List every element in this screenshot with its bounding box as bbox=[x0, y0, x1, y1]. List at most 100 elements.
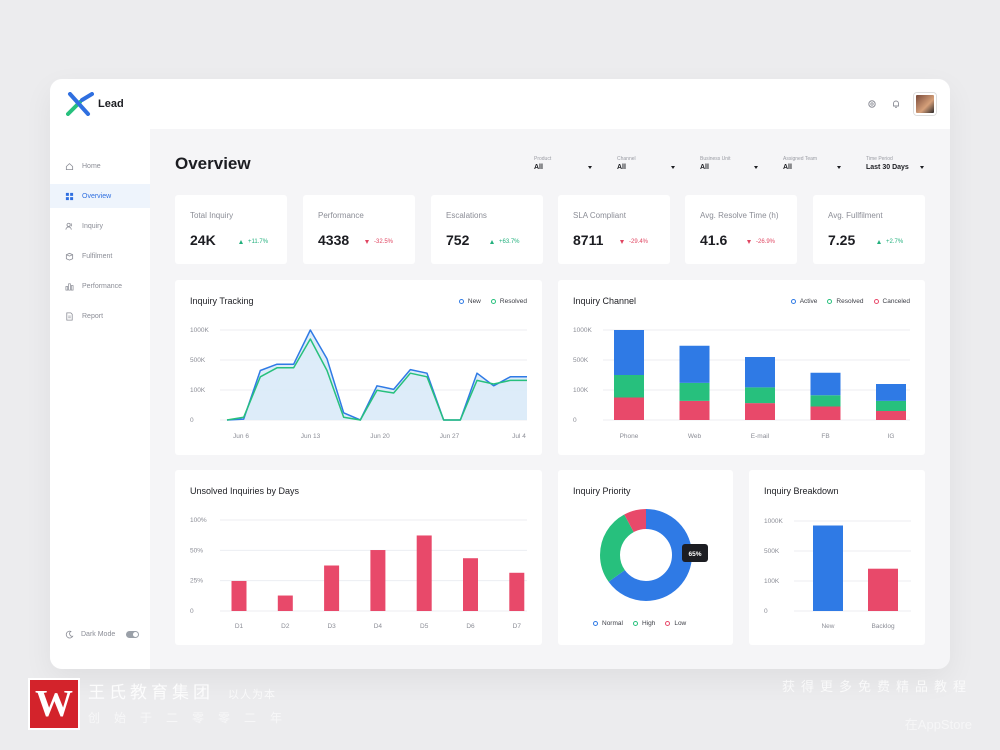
filter-assigned-team[interactable]: Assigned Team All bbox=[783, 156, 841, 171]
y-tick-label: 100K bbox=[190, 387, 206, 394]
callout-badge: 65% bbox=[682, 544, 708, 562]
legend-label: Resolved bbox=[499, 298, 527, 305]
x-tick-label: Jul 4 bbox=[512, 433, 526, 440]
x-tick-label: Backlog bbox=[871, 623, 895, 630]
dark-mode-switch[interactable]: Dark Mode bbox=[65, 630, 140, 639]
kpi-value: 24K bbox=[190, 232, 216, 248]
legend-label: Active bbox=[799, 298, 818, 305]
callout-label: 65% bbox=[688, 551, 701, 558]
bar-d5 bbox=[416, 535, 432, 611]
kpi-label: Avg. Resolve Time (h) bbox=[700, 211, 779, 220]
x-tick-label: D7 bbox=[513, 623, 522, 630]
kpi-delta: -29.4% bbox=[620, 239, 648, 245]
kpi-value: 4338 bbox=[318, 232, 350, 248]
filter-business-unit[interactable]: Business Unit All bbox=[700, 156, 758, 171]
legend-dot-icon bbox=[665, 620, 671, 626]
card-title: Unsolved Inquiries by Days bbox=[190, 486, 300, 496]
kpi-card-total-inquiry[interactable]: Total Inquiry 24K +11.7% bbox=[175, 195, 287, 264]
kpi-label: SLA Compliant bbox=[573, 211, 626, 220]
legend-dot-icon bbox=[873, 298, 879, 304]
app-logo[interactable]: Lead bbox=[66, 92, 124, 116]
bar-e-mail-resolved bbox=[745, 387, 775, 404]
slice-high bbox=[600, 509, 692, 601]
sidebar-item-label: Report bbox=[82, 312, 104, 320]
user-avatar[interactable] bbox=[914, 93, 936, 115]
users-icon bbox=[65, 222, 73, 230]
legend-dot-icon bbox=[827, 298, 833, 304]
y-tick-label: 25% bbox=[190, 578, 203, 585]
y-tick-label: 1000K bbox=[573, 327, 592, 334]
x-tick-label: Jun 6 bbox=[233, 433, 249, 440]
filter-label: Channel bbox=[617, 156, 636, 162]
filter-value: All bbox=[534, 164, 543, 171]
legend-dot-icon bbox=[490, 298, 496, 304]
legend-label: Low bbox=[674, 620, 687, 627]
card-title: Inquiry Tracking bbox=[190, 296, 254, 306]
kpi-card-sla-compliant[interactable]: SLA Compliant 8711 -29.4% bbox=[558, 195, 670, 264]
document-icon bbox=[66, 311, 73, 321]
kpi-card-escalations[interactable]: Escalations 752 +63.7% bbox=[431, 195, 543, 264]
sidebar: Home Overview Inquiry Fulfilment Perform… bbox=[50, 129, 150, 669]
legend-item-new[interactable]: New bbox=[458, 298, 481, 305]
legend-dot-icon bbox=[632, 620, 638, 626]
box-icon bbox=[65, 252, 74, 261]
chevron-down-icon bbox=[837, 166, 841, 169]
kpi-label: Performance bbox=[318, 211, 364, 220]
bar-web-resolved bbox=[679, 382, 710, 401]
chevron-down-icon bbox=[920, 166, 924, 169]
kpi-label: Avg. Fullfilment bbox=[828, 211, 883, 220]
filter-time-period[interactable]: Time Period Last 30 Days bbox=[866, 156, 924, 171]
bar-phone-resolved bbox=[614, 375, 644, 398]
legend-item-canceled[interactable]: Canceled bbox=[873, 298, 910, 305]
bar-e-mail-active bbox=[745, 357, 775, 388]
kpi-label: Escalations bbox=[446, 211, 487, 220]
y-tick-label: 0 bbox=[764, 608, 768, 615]
y-tick-label: 500K bbox=[190, 357, 206, 364]
sidebar-item-report[interactable]: Report bbox=[50, 304, 150, 328]
filter-label: Product bbox=[534, 156, 552, 162]
kpi-card-avg-fullfilment[interactable]: Avg. Fullfilment 7.25 +2.7% bbox=[813, 195, 925, 264]
x-tick-label: E-mail bbox=[751, 433, 770, 440]
y-tick-label: 100K bbox=[573, 387, 589, 394]
sidebar-item-fulfilment[interactable]: Fulfilment bbox=[50, 244, 150, 268]
y-tick-label: 0 bbox=[573, 417, 577, 424]
sidebar-item-performance[interactable]: Performance bbox=[50, 274, 150, 298]
sidebar-item-inquiry[interactable]: Inquiry bbox=[50, 214, 150, 238]
kpi-card-avg-resolve-time[interactable]: Avg. Resolve Time (h) 41.6 -26.9% bbox=[685, 195, 797, 264]
kpi-card-performance[interactable]: Performance 4338 -32.5% bbox=[303, 195, 415, 264]
legend-item-high[interactable]: High bbox=[632, 620, 656, 627]
x-tick-label: D6 bbox=[466, 623, 475, 630]
y-tick-label: 1000K bbox=[764, 518, 783, 525]
y-tick-label: 50% bbox=[190, 547, 203, 554]
sidebar-item-home[interactable]: Home bbox=[50, 154, 150, 178]
unsolved-by-days-card: Unsolved Inquiries by Days 100% 50% 25% 0 D1… bbox=[175, 470, 542, 645]
bar-d4 bbox=[370, 550, 386, 611]
legend-label: Canceled bbox=[882, 298, 910, 305]
settings-gear-icon[interactable] bbox=[866, 98, 878, 110]
inquiry-tracking-chart: 1000K 500K 100K 0 Jun 6 Jun 13 Jun 20 Jun 27 Jul… bbox=[190, 327, 527, 440]
filter-value: Last 30 Days bbox=[866, 164, 909, 171]
watermark-org: 王氏教育集团 bbox=[88, 683, 214, 702]
legend-item-active[interactable]: Active bbox=[790, 298, 818, 305]
sidebar-item-overview[interactable]: Overview bbox=[50, 184, 150, 208]
x-tick-label: New bbox=[821, 623, 834, 630]
trend-up-icon bbox=[239, 240, 243, 244]
filter-channel[interactable]: Channel All bbox=[617, 156, 675, 171]
legend-item-normal[interactable]: Normal bbox=[593, 620, 623, 627]
inquiry-priority-chart: 65% bbox=[600, 509, 708, 601]
legend-label: High bbox=[641, 620, 656, 627]
dark-mode-toggle[interactable] bbox=[126, 631, 140, 638]
x-tick-label: Phone bbox=[620, 433, 639, 440]
trend-up-icon bbox=[490, 240, 494, 244]
card-title: Inquiry Breakdown bbox=[764, 486, 839, 496]
chevron-down-icon bbox=[671, 166, 675, 169]
legend-item-resolved[interactable]: Resolved bbox=[490, 298, 527, 305]
legend-dot-icon bbox=[593, 620, 598, 626]
filter-product[interactable]: Product All bbox=[534, 156, 592, 171]
legend-item-low[interactable]: Low bbox=[665, 620, 686, 627]
bar-ig-resolved bbox=[876, 400, 906, 411]
bar-fb-active bbox=[810, 372, 841, 396]
legend-item-resolved[interactable]: Resolved bbox=[827, 298, 864, 305]
chevron-down-icon bbox=[588, 166, 592, 169]
notification-bell-icon[interactable] bbox=[890, 98, 902, 110]
